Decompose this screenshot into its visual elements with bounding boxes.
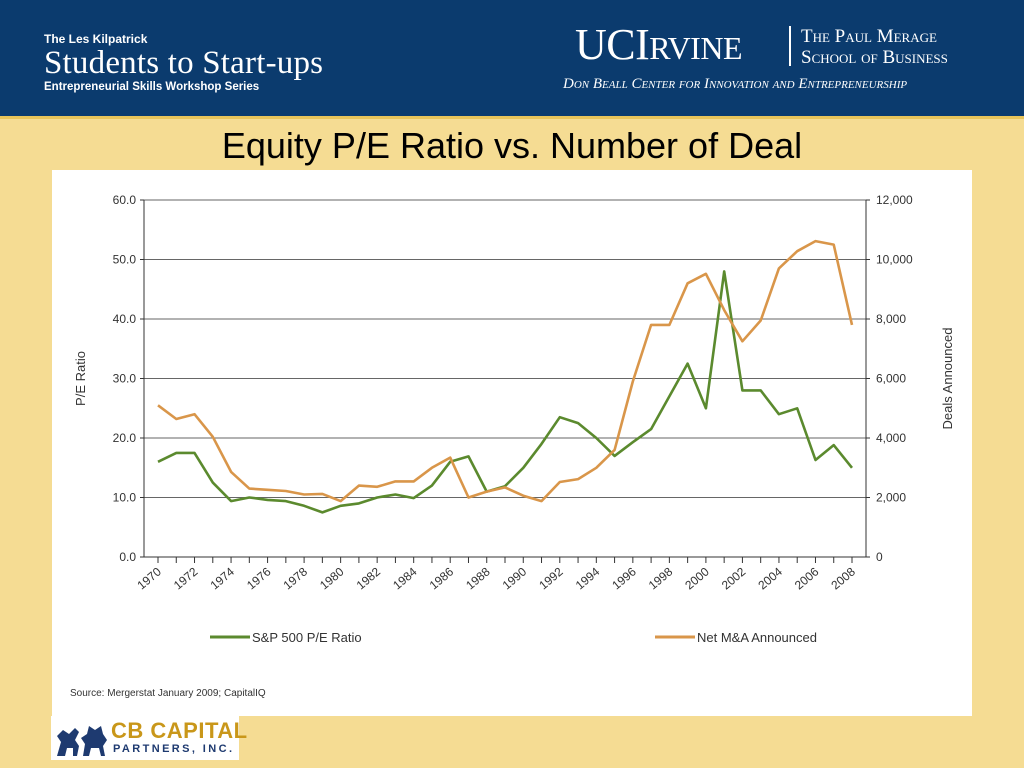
- y-left-tick-label: 60.0: [113, 193, 137, 207]
- center-name: Don Beall Center for Innovation and Entr…: [563, 76, 908, 92]
- y-left-tick-label: 10.0: [113, 491, 137, 505]
- slide-title: Equity P/E Ratio vs. Number of Deal: [221, 125, 803, 166]
- x-tick-label: 2004: [755, 564, 785, 592]
- uci-logo: UCIRVINE: [575, 20, 742, 69]
- x-tick-label: 1980: [317, 564, 347, 592]
- x-tick-label: 1988: [463, 564, 493, 592]
- header-kicker: The Les Kilpatrick: [44, 32, 148, 46]
- cb-capital-logo: CB CAPITAL PARTNERS, INC.: [51, 716, 247, 760]
- y-left-tick-label: 50.0: [113, 253, 137, 267]
- bull-bear-icon: [57, 726, 107, 756]
- x-tick-label: 1996: [609, 564, 639, 592]
- y-left-tick-label: 20.0: [113, 431, 137, 445]
- header-subtitle: Entrepreneurial Skills Workshop Series: [44, 81, 260, 93]
- y-left-tick-label: 0.0: [119, 550, 136, 564]
- x-tick-label: 1978: [281, 564, 311, 592]
- ma-deals-series-line: [157, 239, 854, 503]
- y-right-tick-label: 2,000: [876, 491, 906, 505]
- y-right-tick-label: 10,000: [876, 253, 913, 267]
- header-title: Students to Start-ups: [44, 45, 324, 81]
- y-right-tick-label: 8,000: [876, 312, 906, 326]
- x-tick-label: 1972: [171, 564, 201, 592]
- x-tick-label: 2002: [719, 564, 749, 592]
- y-right-tick-label: 0: [876, 550, 883, 564]
- source-note: Source: Mergerstat January 2009; Capital…: [70, 688, 266, 699]
- x-tick-label: 2000: [682, 564, 712, 592]
- x-tick-label: 1998: [646, 564, 676, 592]
- y-left-tick-label: 40.0: [113, 312, 137, 326]
- x-tick-label: 1982: [354, 564, 384, 592]
- logo-divider: [789, 26, 791, 66]
- chart-panel: 0.0 0 10.0 2,000 20.0 4,000 30.0 6,000 40.0 8,000…: [52, 170, 972, 716]
- x-tick-label: 1976: [244, 564, 274, 592]
- y-left-axis-label: P/E Ratio: [73, 351, 88, 406]
- y-right-axis-label: Deals Announced: [940, 328, 955, 430]
- cb-logo-sub: PARTNERS, INC.: [113, 743, 235, 755]
- y-right-tick-label: 4,000: [876, 431, 906, 445]
- header-banner: The Les Kilpatrick Students to Start-ups…: [0, 0, 1024, 119]
- x-tick-label: 1992: [536, 564, 566, 592]
- pe-vs-deals-chart: 0.0 0 10.0 2,000 20.0 4,000 30.0 6,000 40.0 8,000…: [73, 193, 955, 645]
- x-tick-label: 2008: [828, 564, 858, 592]
- x-tick-label: 2006: [792, 564, 822, 592]
- school-name: The Paul Merage School of Business: [801, 26, 948, 68]
- y-left-tick-label: 30.0: [113, 372, 137, 386]
- pe-ratio-series-line: [157, 270, 854, 514]
- cb-logo-name: CB CAPITAL: [111, 718, 248, 743]
- y-right-tick-label: 12,000: [876, 193, 913, 207]
- x-tick-label: 1986: [427, 564, 457, 592]
- legend-label-ma: Net M&A Announced: [697, 630, 817, 645]
- x-tick-label: 1970: [134, 564, 164, 592]
- y-right-tick-label: 6,000: [876, 372, 906, 386]
- x-tick-label: 1990: [500, 564, 530, 592]
- x-tick-label: 1984: [390, 564, 420, 592]
- x-tick-label: 1974: [208, 564, 238, 592]
- workshop-branding: The Les Kilpatrick Students to Start-ups…: [44, 32, 323, 94]
- legend-label-pe: S&P 500 P/E Ratio: [252, 630, 362, 645]
- x-tick-label: 1994: [573, 564, 603, 592]
